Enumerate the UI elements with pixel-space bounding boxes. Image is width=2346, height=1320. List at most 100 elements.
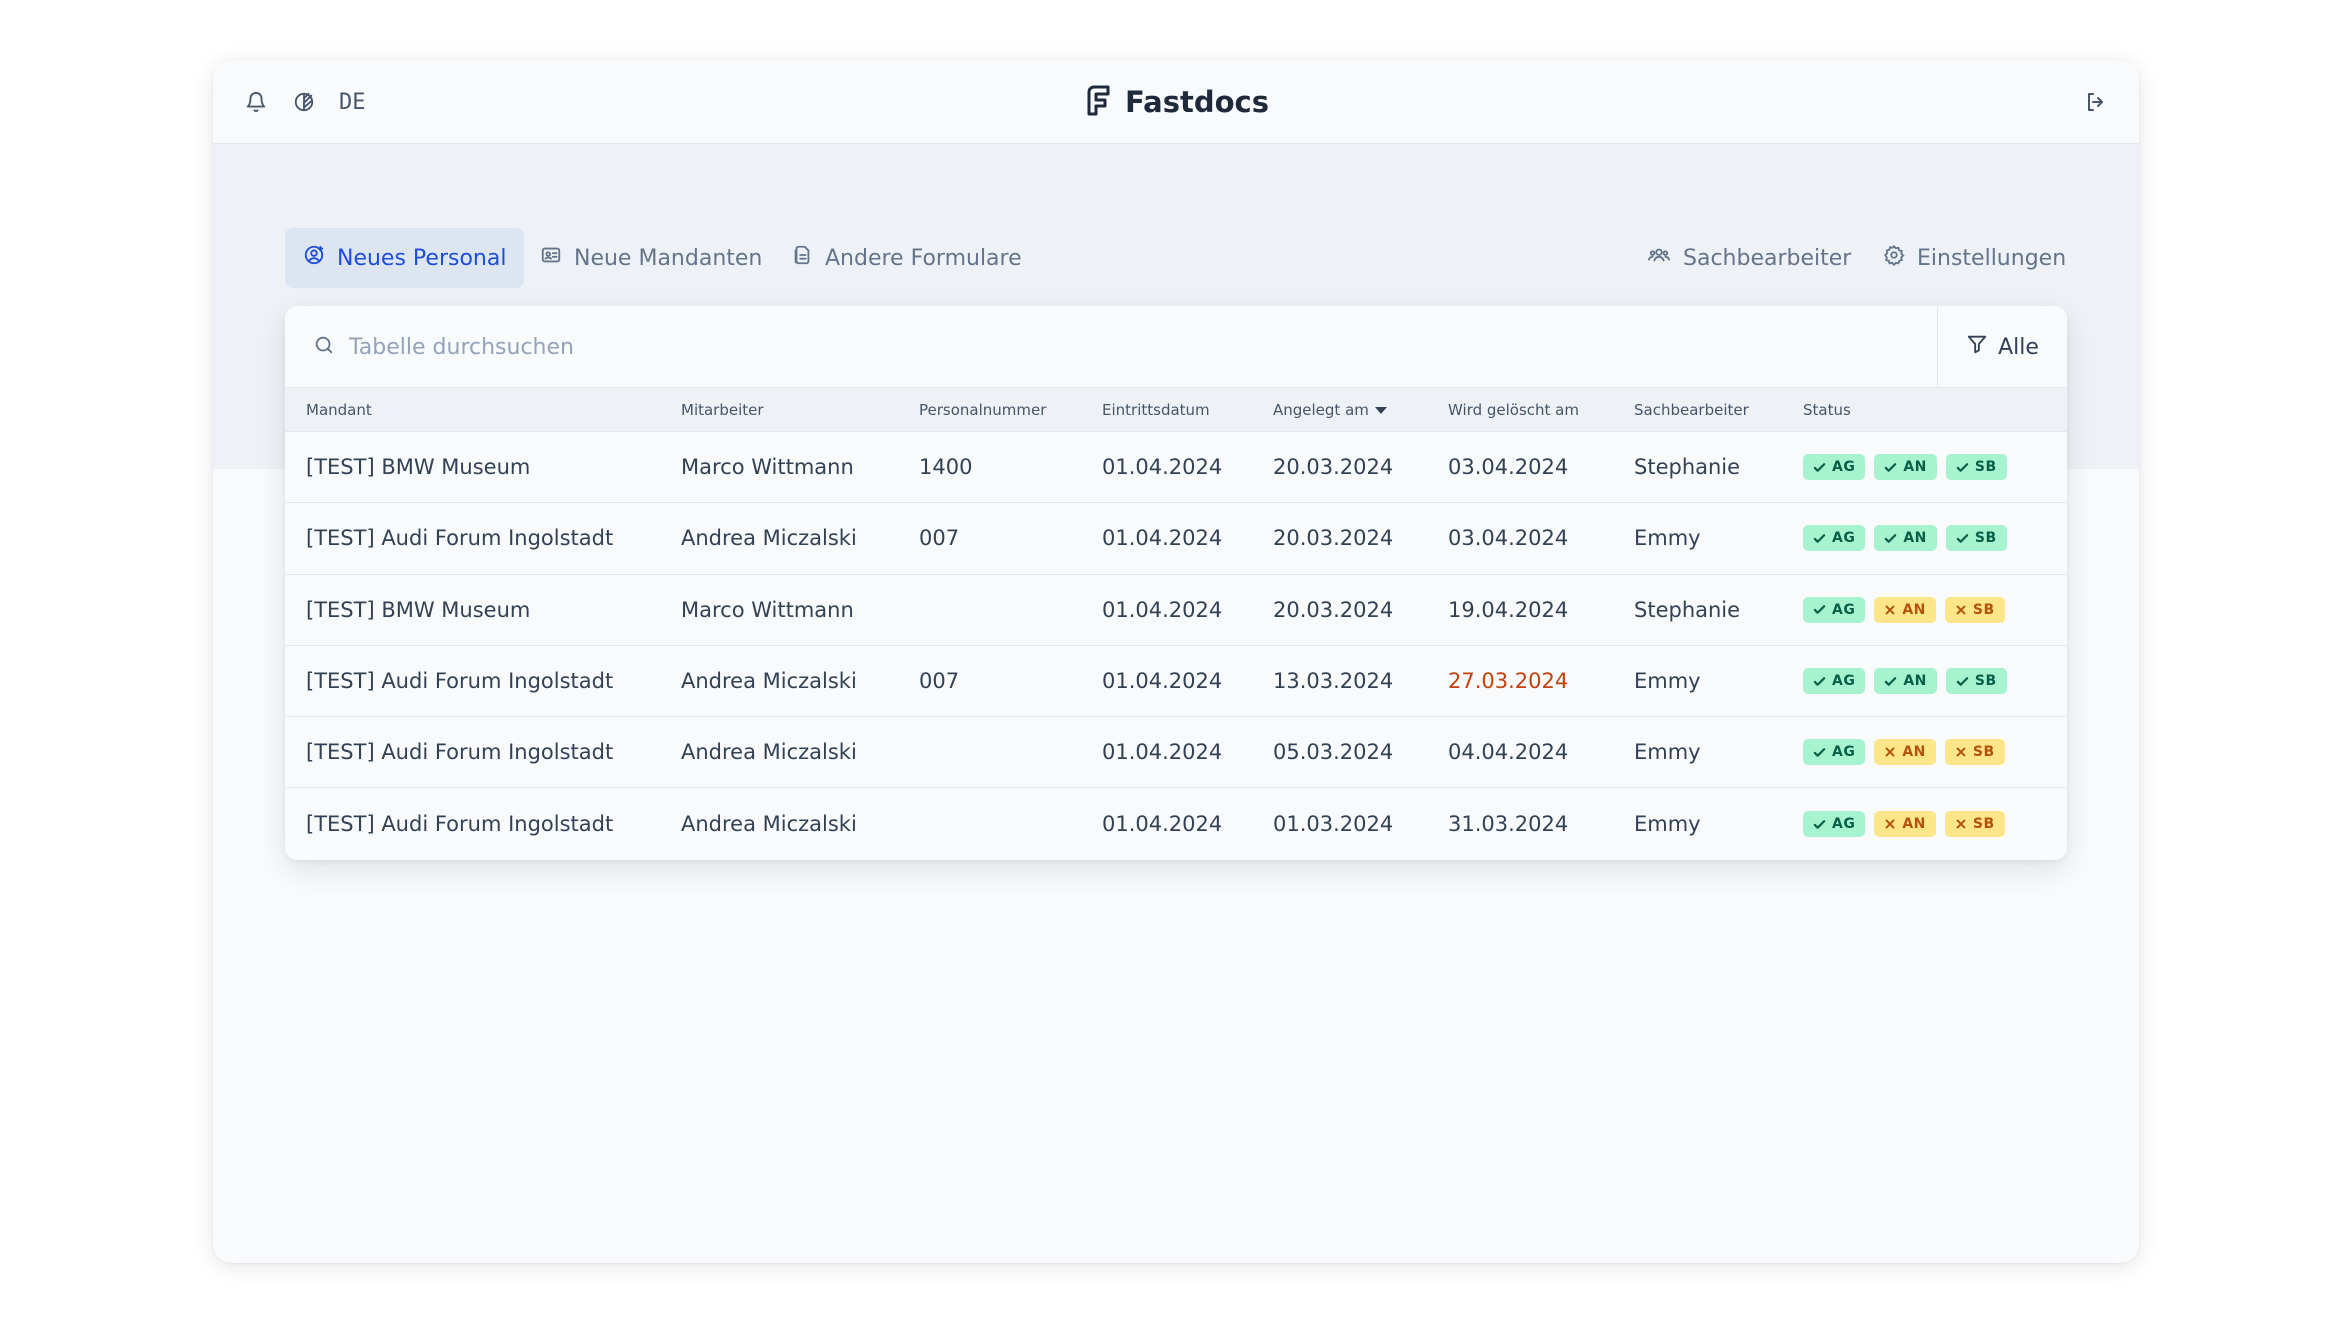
status-badge-label: SB <box>1972 744 1995 761</box>
cell-eintrittsdatum: 01.04.2024 <box>1102 526 1223 551</box>
column-header-angelegt-am[interactable]: Angelegt am <box>1273 388 1387 432</box>
tab-einstellungen[interactable]: Einstellungen <box>1865 228 2084 288</box>
cell-wird-geloescht-am: 03.04.2024 <box>1448 526 1569 551</box>
status-badge-label: SB <box>1974 530 1997 547</box>
cell-status: AG AN SB <box>1803 646 2007 716</box>
cell-angelegt-am: 20.03.2024 <box>1273 597 1394 622</box>
cross-icon <box>1955 746 1967 758</box>
table-row[interactable]: [TEST] Audi Forum Ingolstadt Andrea Micza… <box>285 646 2067 718</box>
cell-wird-geloescht-am: 31.03.2024 <box>1448 812 1569 837</box>
status-badge-ag: AG <box>1803 811 1866 838</box>
bell-icon[interactable] <box>243 89 269 115</box>
column-header-status[interactable]: Status <box>1803 401 1851 419</box>
theme-icon[interactable] <box>291 89 317 115</box>
cell-mitarbeiter: Andrea Miczalski <box>681 669 857 694</box>
column-header-mandant[interactable]: Mandant <box>306 401 372 419</box>
status-badge-label: AN <box>1902 601 1926 618</box>
tab-neues-personal[interactable]: Neues Personal <box>285 228 525 288</box>
app-window: DE Fastdocs Neues Personal Neue Mandante… <box>213 60 2139 1263</box>
user-circle-icon <box>303 244 325 272</box>
cell-mitarbeiter: Andrea Miczalski <box>681 526 857 551</box>
tab-label: Sachbearbeiter <box>1683 245 1852 271</box>
cell-sachbearbeiter: Emmy <box>1634 669 1701 694</box>
status-badge-sb: SB <box>1944 596 2005 623</box>
check-icon <box>1813 675 1826 688</box>
cell-status: AG AN SB <box>1803 788 2005 859</box>
check-icon <box>1956 461 1969 474</box>
tab-andere-formulare[interactable]: Andere Formulare <box>773 228 1040 288</box>
cell-angelegt-am: 13.03.2024 <box>1273 669 1394 694</box>
table-card: Alle Mandant Mitarbeiter Personalnummer … <box>285 306 2067 860</box>
table-body: [TEST] BMW Museum Marco Wittmann 1400 01.04… <box>285 432 2067 860</box>
cell-angelegt-am: 01.03.2024 <box>1273 812 1394 837</box>
cell-mandant: [TEST] BMW Museum <box>306 455 531 480</box>
status-badge-sb: SB <box>1944 811 2005 838</box>
column-header-personalnummer[interactable]: Personalnummer <box>919 401 1047 419</box>
cell-angelegt-am: 20.03.2024 <box>1273 526 1394 551</box>
status-badge-ag: AG <box>1803 668 1866 695</box>
top-bar: DE Fastdocs <box>213 60 2139 144</box>
cell-wird-geloescht-am: 04.04.2024 <box>1448 740 1569 765</box>
cell-personalnummer: 007 <box>919 526 960 551</box>
status-badge-label: AN <box>1903 673 1927 690</box>
gear-icon <box>1883 244 1905 272</box>
cell-angelegt-am: 05.03.2024 <box>1273 740 1394 765</box>
status-badge-label: AN <box>1902 744 1926 761</box>
search-field <box>313 306 1813 388</box>
cell-mitarbeiter: Andrea Miczalski <box>681 812 857 837</box>
tab-label: Einstellungen <box>1917 245 2067 271</box>
cross-icon <box>1884 604 1896 616</box>
cell-mitarbeiter: Marco Wittmann <box>681 455 854 480</box>
table-row[interactable]: [TEST] BMW Museum Marco Wittmann 1400 01.04… <box>285 432 2067 504</box>
cell-sachbearbeiter: Emmy <box>1634 526 1701 551</box>
status-badge-an: AN <box>1874 525 1937 552</box>
logout-icon[interactable] <box>2083 89 2109 115</box>
tab-sachbearbeiter[interactable]: Sachbearbeiter <box>1629 228 1869 288</box>
cell-sachbearbeiter: Stephanie <box>1634 455 1741 480</box>
column-header-sachbearbeiter[interactable]: Sachbearbeiter <box>1634 401 1749 419</box>
status-badge-an: AN <box>1874 454 1937 481</box>
status-badge-label: AN <box>1903 530 1927 547</box>
check-icon <box>1813 461 1826 474</box>
status-badge-sb: SB <box>1945 454 2007 481</box>
cell-wird-geloescht-am: 19.04.2024 <box>1448 597 1569 622</box>
cell-eintrittsdatum: 01.04.2024 <box>1102 740 1223 765</box>
cell-status: AG AN SB <box>1803 717 2005 787</box>
cell-status: AG AN SB <box>1803 503 2007 573</box>
check-icon <box>1813 532 1826 545</box>
cell-sachbearbeiter: Stephanie <box>1634 597 1741 622</box>
brand: Fastdocs <box>213 60 2139 144</box>
cell-eintrittsdatum: 01.04.2024 <box>1102 455 1223 480</box>
search-input[interactable] <box>349 334 1749 360</box>
table-row[interactable]: [TEST] Audi Forum Ingolstadt Andrea Micza… <box>285 717 2067 789</box>
status-badge-label: AG <box>1832 459 1856 476</box>
column-header-wird-geloescht-am[interactable]: Wird gelöscht am <box>1448 401 1579 419</box>
column-header-eintrittsdatum[interactable]: Eintrittsdatum <box>1102 401 1210 419</box>
cell-status: AG AN SB <box>1803 432 2007 502</box>
status-badge-sb: SB <box>1945 525 2007 552</box>
cell-mandant: [TEST] Audi Forum Ingolstadt <box>306 526 614 551</box>
status-badge-label: AG <box>1832 673 1856 690</box>
documents-icon <box>791 244 813 272</box>
status-badge-label: AG <box>1832 816 1856 833</box>
column-header-mitarbeiter[interactable]: Mitarbeiter <box>681 401 764 419</box>
language-switch[interactable]: DE <box>339 89 366 115</box>
cross-icon <box>1884 746 1896 758</box>
check-icon <box>1956 532 1969 545</box>
filter-button[interactable]: Alle <box>1937 306 2067 388</box>
status-badge-label: AG <box>1832 744 1856 761</box>
cell-sachbearbeiter: Emmy <box>1634 812 1701 837</box>
table-row[interactable]: [TEST] Audi Forum Ingolstadt Andrea Micza… <box>285 788 2067 859</box>
check-icon <box>1956 675 1969 688</box>
cell-mandant: [TEST] BMW Museum <box>306 597 531 622</box>
status-badge-label: SB <box>1974 673 1997 690</box>
table-row[interactable]: [TEST] Audi Forum Ingolstadt Andrea Micza… <box>285 503 2067 575</box>
status-badge-ag: AG <box>1803 596 1866 623</box>
cell-wird-geloescht-am: 27.03.2024 <box>1448 669 1569 694</box>
tab-neue-mandanten[interactable]: Neue Mandanten <box>522 228 780 288</box>
status-badge-an: AN <box>1874 668 1937 695</box>
status-badge-label: SB <box>1972 601 1995 618</box>
cell-mandant: [TEST] Audi Forum Ingolstadt <box>306 812 614 837</box>
table-row[interactable]: [TEST] BMW Museum Marco Wittmann 01.04.202… <box>285 575 2067 646</box>
status-badge-ag: AG <box>1803 454 1866 481</box>
